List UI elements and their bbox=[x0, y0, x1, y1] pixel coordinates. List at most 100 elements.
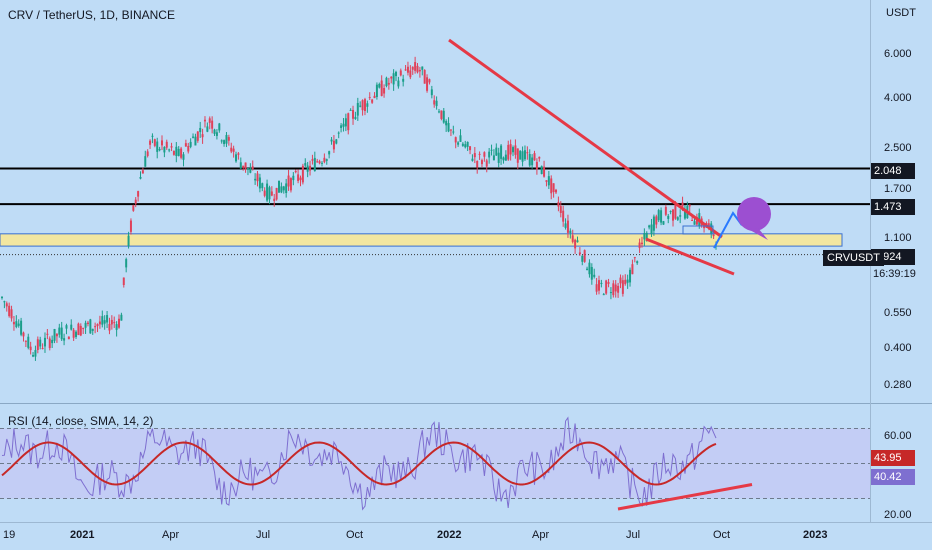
price-pane[interactable] bbox=[0, 0, 870, 404]
consolidation-box bbox=[682, 225, 714, 235]
candle-body bbox=[597, 280, 600, 291]
candle-body bbox=[459, 135, 462, 142]
candle-body bbox=[172, 150, 175, 155]
candle-body bbox=[149, 140, 152, 145]
rsi-chart[interactable] bbox=[0, 405, 870, 522]
level-badge-1473: 1.473 bbox=[871, 199, 915, 215]
candle-body bbox=[168, 149, 171, 151]
candle-body bbox=[502, 157, 505, 161]
candle-body bbox=[471, 158, 474, 161]
candle-body bbox=[10, 309, 13, 319]
candle-body bbox=[141, 170, 144, 174]
candle-body bbox=[607, 282, 610, 284]
candle-body bbox=[289, 178, 292, 191]
candle-body bbox=[94, 326, 97, 328]
candle-body bbox=[593, 274, 596, 277]
candle-body bbox=[679, 215, 682, 217]
candle-body bbox=[691, 219, 694, 221]
price-tick: 6.000 bbox=[884, 48, 912, 60]
candle-body bbox=[375, 84, 378, 97]
candle-body bbox=[633, 257, 636, 259]
candle-body bbox=[638, 242, 641, 249]
candle-body bbox=[676, 217, 679, 220]
candle-body bbox=[648, 225, 651, 228]
candle-body bbox=[540, 166, 543, 174]
candle-body bbox=[270, 191, 273, 196]
candle-body bbox=[256, 173, 259, 182]
candle-body bbox=[98, 321, 101, 325]
candle-body bbox=[249, 168, 252, 173]
candle-body bbox=[156, 141, 159, 152]
candle-body bbox=[8, 305, 11, 317]
pane-divider[interactable] bbox=[0, 403, 932, 404]
candle-body bbox=[512, 147, 515, 153]
bar-countdown: 16:39:19 bbox=[873, 268, 916, 280]
candle-body bbox=[672, 209, 675, 221]
candle-body bbox=[320, 162, 323, 164]
time-label: Apr bbox=[162, 529, 180, 541]
candle-body bbox=[201, 134, 204, 138]
candle-body bbox=[695, 216, 698, 225]
candle-body bbox=[318, 161, 321, 164]
candle-body bbox=[91, 328, 94, 331]
rsi-indicator-title[interactable]: RSI (14, close, SMA, 14, 2) bbox=[8, 414, 154, 428]
candle-body bbox=[397, 80, 400, 87]
candle-body bbox=[115, 324, 118, 330]
candle-body bbox=[344, 118, 347, 127]
time-axis[interactable] bbox=[0, 522, 932, 550]
candle-body bbox=[667, 215, 670, 219]
candle-body bbox=[254, 178, 257, 181]
candle-body bbox=[170, 146, 173, 148]
candle-body bbox=[232, 148, 235, 152]
candle-body bbox=[562, 210, 565, 222]
candle-body bbox=[24, 340, 27, 342]
candle-body bbox=[65, 325, 68, 329]
rsi-value-badge: 40.42 bbox=[871, 469, 915, 485]
candle-body bbox=[182, 154, 185, 160]
price-chart[interactable] bbox=[0, 0, 870, 404]
candle-body bbox=[406, 66, 409, 73]
candle-body bbox=[569, 230, 572, 234]
candle-body bbox=[89, 319, 92, 334]
candle-body bbox=[528, 154, 531, 166]
candle-body bbox=[669, 211, 672, 213]
candle-body bbox=[655, 216, 658, 225]
candle-body bbox=[196, 131, 199, 141]
candle-body bbox=[652, 216, 655, 231]
candle-body bbox=[127, 235, 130, 246]
candle-body bbox=[464, 144, 467, 148]
candle-body bbox=[497, 152, 500, 163]
candle-body bbox=[106, 315, 109, 323]
candle-body bbox=[576, 240, 579, 243]
candle-body bbox=[383, 88, 386, 94]
candle-body bbox=[349, 109, 352, 111]
candle-body bbox=[189, 141, 192, 147]
candle-body bbox=[230, 147, 233, 152]
candle-body bbox=[514, 145, 517, 155]
candle-body bbox=[273, 198, 276, 201]
candle-body bbox=[574, 239, 577, 249]
candle-body bbox=[223, 140, 226, 145]
candle-body bbox=[184, 143, 187, 147]
candle-body bbox=[366, 103, 369, 107]
candle-body bbox=[313, 157, 316, 172]
candle-body bbox=[352, 109, 355, 119]
rsi-tick: 20.00 bbox=[884, 509, 912, 521]
candle-body bbox=[15, 321, 18, 328]
candle-body bbox=[588, 262, 591, 275]
candle-body bbox=[235, 154, 238, 162]
candle-body bbox=[294, 170, 297, 173]
candle-body bbox=[194, 136, 197, 146]
candle-body bbox=[354, 116, 357, 120]
candle-body bbox=[144, 156, 147, 167]
candle-body bbox=[566, 220, 569, 233]
candle-body bbox=[39, 339, 42, 347]
time-label: Jul bbox=[256, 529, 271, 541]
candle-body bbox=[521, 151, 524, 162]
candle-body bbox=[84, 322, 87, 328]
candle-body bbox=[22, 332, 25, 337]
rsi-pane[interactable] bbox=[0, 405, 870, 522]
candle-body bbox=[12, 321, 15, 325]
candle-body bbox=[227, 137, 230, 141]
